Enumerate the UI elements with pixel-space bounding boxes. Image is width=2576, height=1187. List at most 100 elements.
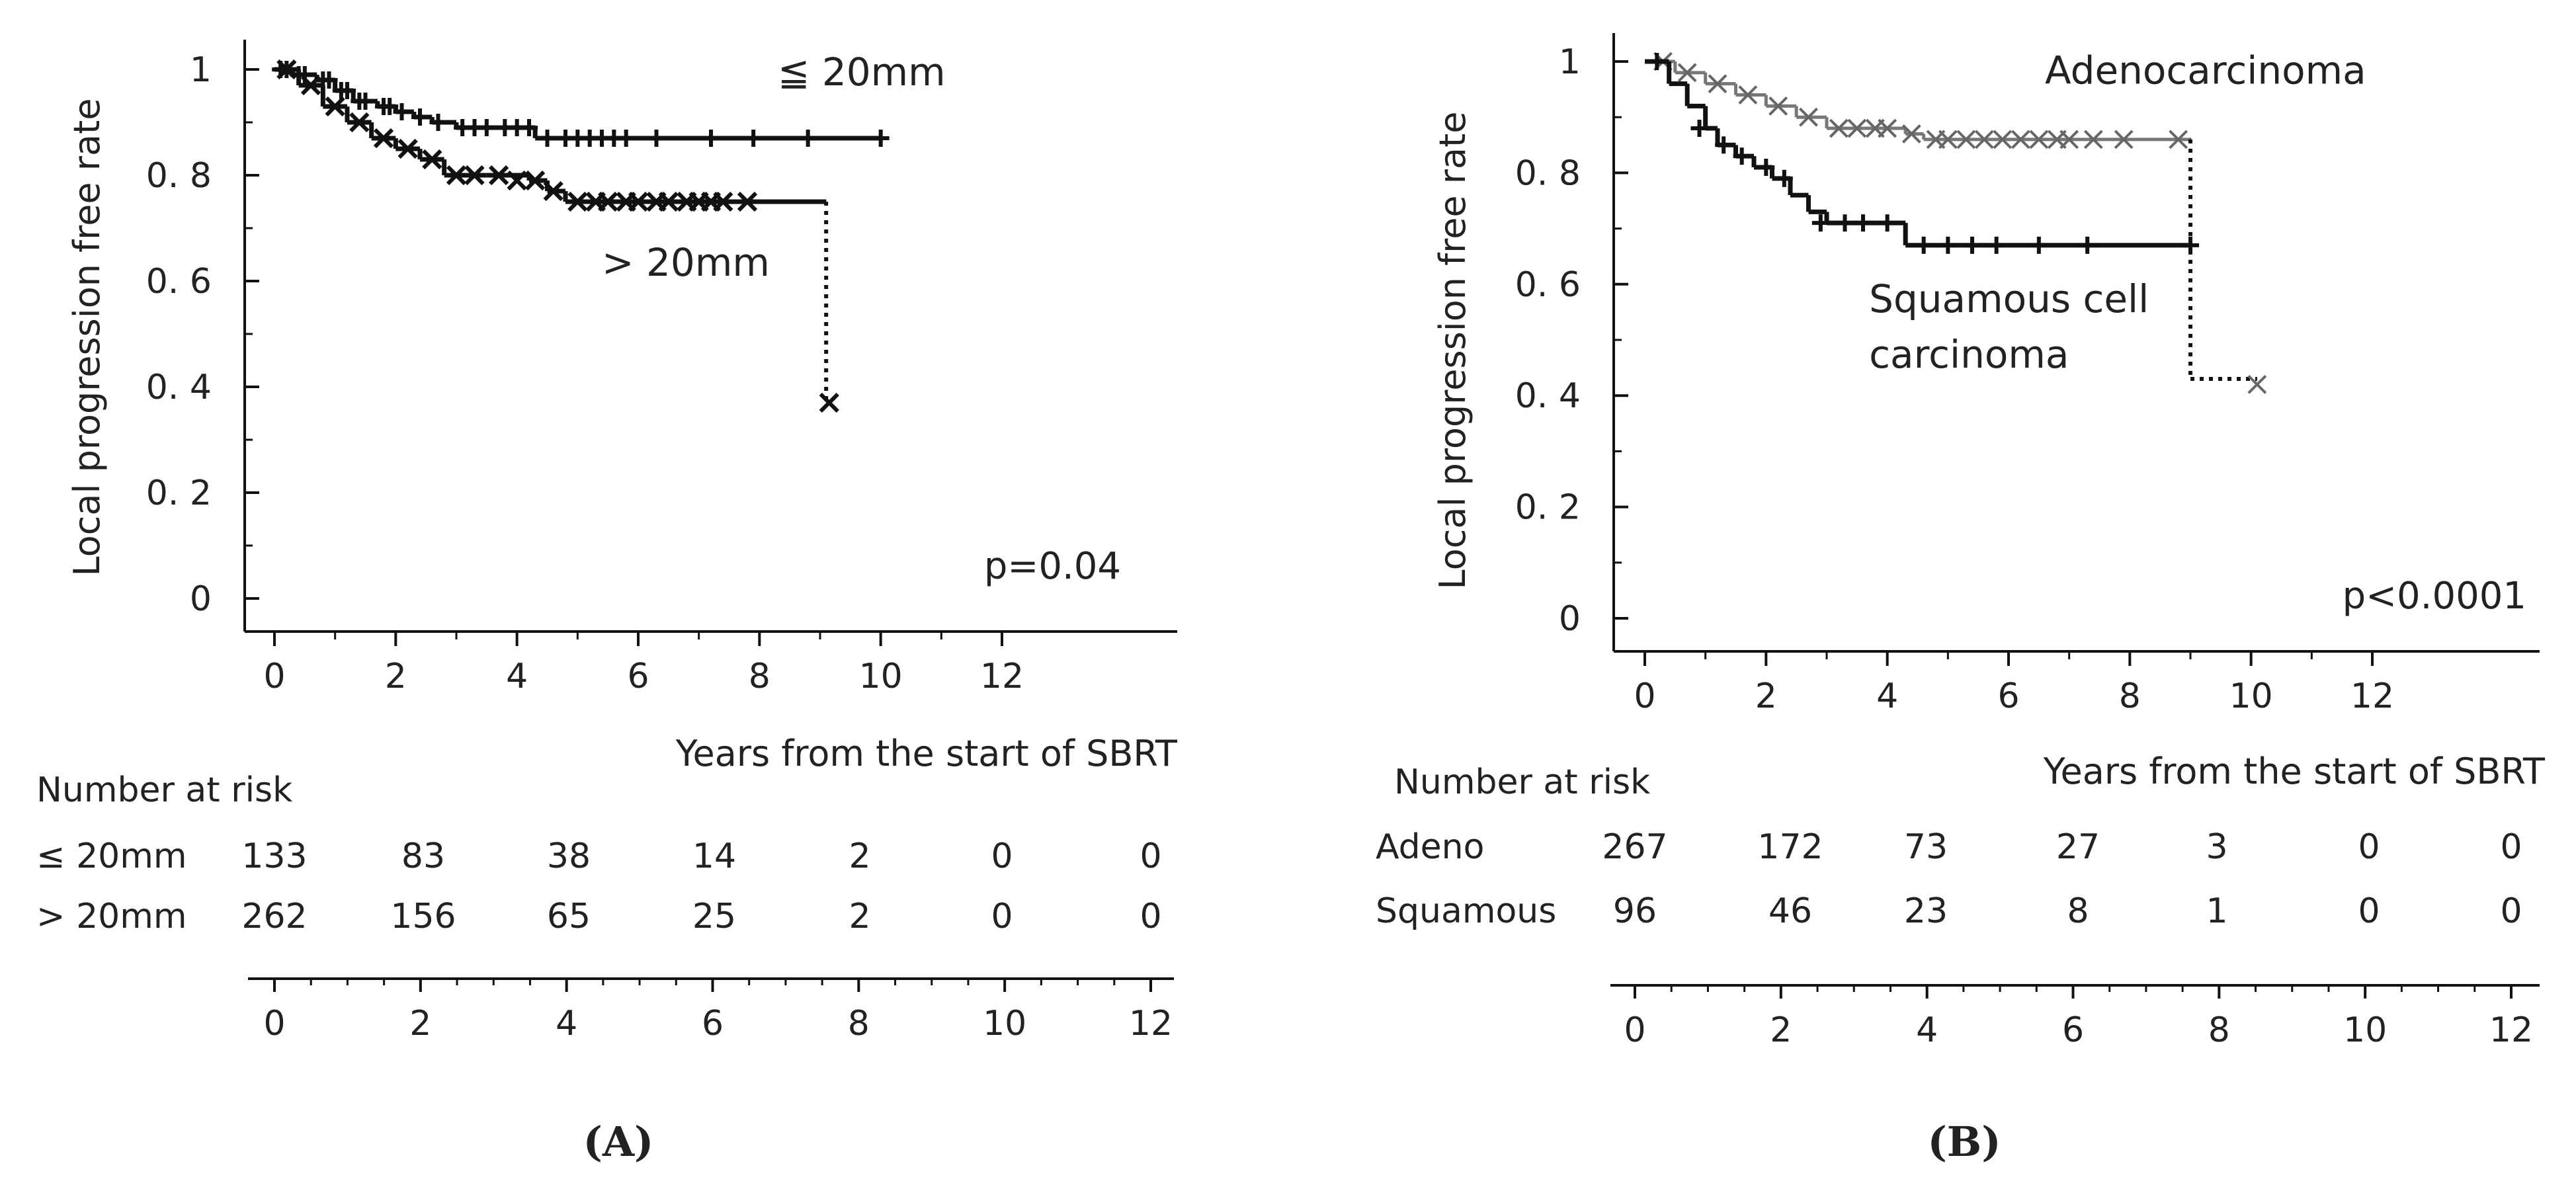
y-tick-label: 0. 6: [146, 262, 212, 302]
y-tick-label: 0. 2: [1515, 488, 1581, 528]
censor-mark: [2169, 130, 2188, 149]
censor-mark: [647, 130, 665, 147]
series-annotation: Adenocarcinoma: [2045, 48, 2366, 93]
risk-time-label: 2: [409, 1004, 431, 1044]
risk-time-label: 0: [263, 1004, 285, 1044]
risk-time-label: 8: [848, 1004, 870, 1044]
x-tick-label: 12: [980, 657, 1024, 696]
censor-mark: [2011, 130, 2030, 149]
y-axis-title: Local progression free rate: [1432, 112, 1474, 590]
censor-mark: [2247, 374, 2267, 394]
censor-mark: [1768, 96, 1788, 116]
risk-row-label: > 20mm: [36, 897, 187, 936]
censor-mark: [1939, 236, 1957, 254]
x-tick-label: 0: [1634, 676, 1655, 716]
censor-mark: [2083, 130, 2103, 149]
censor-mark: [489, 165, 509, 186]
y-tick-label: 0. 2: [146, 473, 212, 513]
risk-count: 0: [2358, 827, 2380, 867]
risk-count: 1: [2206, 891, 2227, 931]
risk-count: 267: [1602, 827, 1667, 867]
y-tick-label: 0. 4: [1515, 376, 1581, 416]
censor-mark: [300, 75, 321, 96]
risk-time-label: 6: [702, 1004, 724, 1044]
risk-time-label: 10: [983, 1004, 1026, 1044]
censor-mark: [713, 191, 733, 212]
risk-count: 0: [991, 897, 1013, 936]
censor-mark: [478, 119, 495, 136]
censor-mark: [525, 170, 546, 191]
risk-time-label: 12: [2489, 1010, 2533, 1050]
risk-count: 25: [692, 897, 736, 936]
censor-mark: [1847, 118, 1867, 138]
risk-count: 14: [692, 837, 736, 876]
series-annotation: carcinoma: [1869, 332, 2069, 377]
risk-time-label: 10: [2343, 1010, 2387, 1050]
censor-mark: [1775, 169, 1793, 187]
y-tick-label: 0: [1559, 599, 1581, 639]
series-annotation: Squamous cell: [1869, 276, 2149, 321]
panel-label: (B): [1927, 1118, 2001, 1166]
series-annotation: > 20mm: [602, 240, 770, 285]
censor-mark: [745, 130, 763, 147]
series-2: [274, 59, 839, 413]
censor-mark: [411, 108, 429, 126]
risk-count: 3: [2206, 827, 2227, 867]
censor-mark: [1648, 53, 1666, 70]
censor-mark: [356, 93, 374, 110]
censor-mark: [446, 165, 467, 186]
censor-mark: [1956, 130, 1976, 149]
risk-count: 0: [1140, 837, 1161, 876]
censor-mark: [1974, 130, 1994, 149]
censor-mark: [1811, 214, 1829, 232]
censor-mark: [1915, 236, 1932, 254]
censor-mark: [381, 98, 399, 115]
risk-row-label: Adeno: [1376, 827, 1484, 867]
risk-time-label: 6: [2062, 1010, 2084, 1050]
series-1: [1645, 52, 2267, 394]
risk-count: 38: [547, 837, 591, 876]
y-tick-label: 0. 8: [146, 156, 212, 196]
censor-mark: [422, 149, 442, 170]
x-tick-label: 10: [859, 657, 903, 696]
censor-mark: [1993, 130, 2013, 149]
y-tick-label: 1: [1559, 42, 1581, 82]
censor-mark: [1836, 214, 1854, 232]
x-tick-label: 2: [385, 657, 407, 696]
censor-mark: [737, 191, 758, 212]
censor-mark: [1854, 214, 1872, 232]
risk-count: 262: [241, 897, 307, 936]
series-annotation: ≦ 20mm: [778, 50, 946, 95]
x-tick-label: 4: [1876, 676, 1898, 716]
censor-mark: [1987, 236, 2005, 254]
x-tick-label: 8: [2119, 676, 2141, 716]
risk-count: 83: [401, 837, 445, 876]
censor-mark: [543, 181, 563, 202]
censor-mark: [1708, 74, 1727, 94]
censor-mark: [349, 112, 370, 133]
risk-count: 8: [2067, 891, 2089, 931]
x-tick-label: 4: [506, 657, 528, 696]
x-tick-label: 6: [627, 657, 649, 696]
p-value: p=0.04: [984, 545, 1121, 588]
panel-label: (A): [583, 1118, 654, 1166]
censor-mark: [1677, 63, 1697, 83]
censor-mark: [2030, 236, 2048, 254]
y-tick-label: 0. 8: [1515, 153, 1581, 193]
risk-count: 73: [1904, 827, 1948, 867]
risk-row-label: Squamous: [1376, 891, 1556, 931]
risk-count: 156: [390, 897, 456, 936]
censor-mark: [702, 130, 720, 147]
censor-mark: [1757, 158, 1775, 176]
x-tick-label: 8: [749, 657, 770, 696]
risk-time-label: 12: [1129, 1004, 1173, 1044]
censor-mark: [325, 96, 345, 117]
censor-mark: [617, 130, 635, 147]
censor-mark: [320, 71, 338, 89]
censor-mark: [872, 130, 890, 147]
censor-mark: [1878, 214, 1896, 232]
censor-mark: [1829, 118, 1849, 138]
x-tick-label: 12: [2350, 676, 2394, 716]
